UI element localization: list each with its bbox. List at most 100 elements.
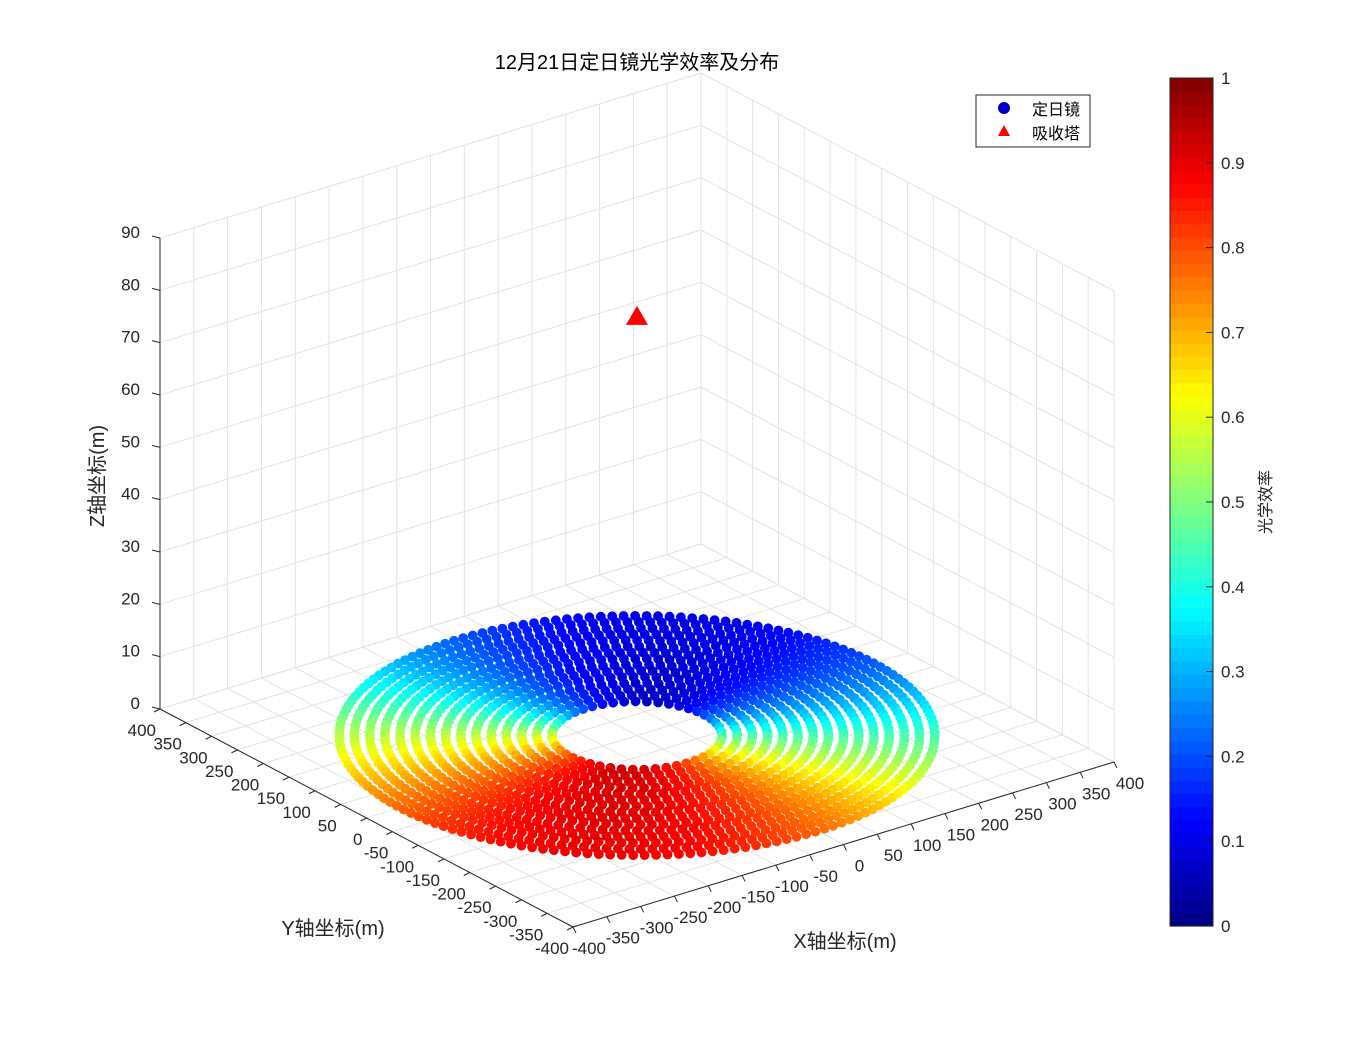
y-tick-label: 50 — [318, 816, 337, 835]
heliostat-point — [755, 664, 766, 675]
colorbar-segment — [1170, 793, 1213, 808]
colorbar-segment — [1170, 276, 1213, 291]
x-tick — [775, 864, 780, 872]
back-wall-grid-line — [159, 543, 702, 710]
z-tick-label: 70 — [121, 328, 140, 347]
heliostat-point — [438, 812, 448, 823]
side-wall-grid-line — [700, 281, 1115, 501]
heliostat-point — [619, 696, 630, 707]
x-tick — [673, 895, 678, 903]
x-tick-label: 200 — [981, 815, 1009, 834]
colorbar-segment — [1170, 687, 1213, 702]
heliostat-point — [751, 840, 761, 851]
z-tick — [151, 287, 161, 291]
y-tick-label: -100 — [380, 857, 414, 876]
colorbar-segment — [1170, 859, 1213, 874]
heliostat-point — [495, 792, 505, 803]
heliostat-point — [475, 832, 486, 842]
heliostat-point — [527, 842, 537, 853]
colorbar-segment — [1170, 382, 1213, 397]
heliostat-point — [781, 834, 792, 844]
heliostat-point — [597, 699, 608, 710]
tower-marker — [626, 305, 648, 325]
x-tick — [707, 885, 712, 892]
colorbar-segment — [1170, 263, 1213, 278]
heliostat-point — [780, 656, 791, 667]
heliostat-point — [746, 661, 756, 672]
y-tick-label: 0 — [353, 830, 362, 849]
heliostat-point — [494, 784, 505, 794]
z-tick-label: 90 — [121, 223, 140, 242]
x-tick-label: 300 — [1048, 795, 1076, 814]
heliostat-point — [708, 695, 718, 706]
heliostat-point — [739, 674, 750, 685]
colorbar-segment — [1170, 568, 1213, 583]
colorbar-tick-label: 0.6 — [1221, 408, 1245, 427]
colorbar-segment — [1170, 780, 1213, 795]
side-wall-grid-line — [700, 386, 1115, 606]
y-tick — [179, 722, 187, 727]
heliostat-point — [729, 843, 740, 854]
heliostat-point — [724, 685, 734, 696]
y-tick — [282, 776, 290, 781]
colorbar-segment — [1170, 700, 1213, 715]
heliostat-point — [753, 656, 764, 667]
x-tick-label: -200 — [707, 898, 741, 917]
heliostat-point — [703, 758, 714, 769]
heliostat-point — [829, 641, 840, 652]
colorbar-segment — [1170, 634, 1213, 649]
heliostat-point — [805, 657, 816, 668]
colorbar-segment — [1170, 674, 1213, 689]
back-wall-grid-line — [159, 438, 702, 605]
heliostat-point — [651, 850, 661, 860]
heliostat-point — [486, 663, 497, 673]
heliostat-point — [503, 787, 513, 797]
x-tick — [809, 854, 814, 862]
z-tick-label: 10 — [121, 642, 140, 661]
heliostat-point — [747, 669, 758, 680]
colorbar-segment — [1170, 449, 1213, 463]
heliostat-point — [795, 638, 805, 648]
colorbar-tick-label: 0.7 — [1221, 323, 1245, 342]
x-tick-label: -400 — [572, 939, 606, 958]
heliostat-point — [805, 649, 815, 659]
heliostat-point — [483, 804, 494, 815]
y-tick-label: -200 — [432, 885, 466, 904]
heliostat-point — [706, 687, 717, 698]
colorbar-segment — [1170, 488, 1213, 503]
colorbar-segment — [1170, 157, 1213, 172]
legend-tower-marker — [998, 125, 1010, 136]
x-tick-label: 50 — [884, 846, 903, 865]
heliostat-point — [653, 697, 663, 708]
x-tick — [876, 833, 881, 841]
colorbar-tick-label: 0.1 — [1221, 832, 1245, 851]
heliostat-point — [690, 755, 700, 766]
back-wall-grid-line — [159, 281, 702, 448]
axes-ticks: -400-350-300-250-200-150-100-50050100150… — [121, 223, 1144, 958]
colorbar-segment — [1170, 422, 1213, 437]
colorbar-segment — [1170, 806, 1213, 821]
heliostat-point — [630, 696, 641, 707]
heliostat-point — [691, 698, 702, 708]
x-tick-label: -300 — [640, 918, 674, 937]
y-tick-label: 300 — [179, 748, 207, 767]
x-tick — [978, 803, 983, 810]
colorbar-tick-label: 0.2 — [1221, 747, 1245, 766]
colorbar-tick-label: 1 — [1221, 69, 1230, 88]
heliostat-point — [685, 848, 696, 859]
heliostat-point — [797, 799, 808, 809]
x-tick — [944, 813, 949, 820]
y-tick — [257, 763, 264, 767]
y-tick — [386, 831, 393, 836]
heliostat-point — [506, 838, 516, 849]
colorbar-segment — [1170, 250, 1213, 265]
back-wall-grid-line — [159, 491, 702, 658]
back-wall-grid-line — [159, 177, 702, 344]
colorbar-segment — [1170, 475, 1213, 490]
heliostat-point — [421, 815, 432, 825]
colorbar-segment — [1170, 912, 1213, 927]
heliostat-point — [796, 646, 806, 656]
legend-heliostat-marker — [998, 102, 1010, 114]
x-tick-label: 350 — [1082, 784, 1110, 803]
y-tick — [411, 844, 419, 849]
